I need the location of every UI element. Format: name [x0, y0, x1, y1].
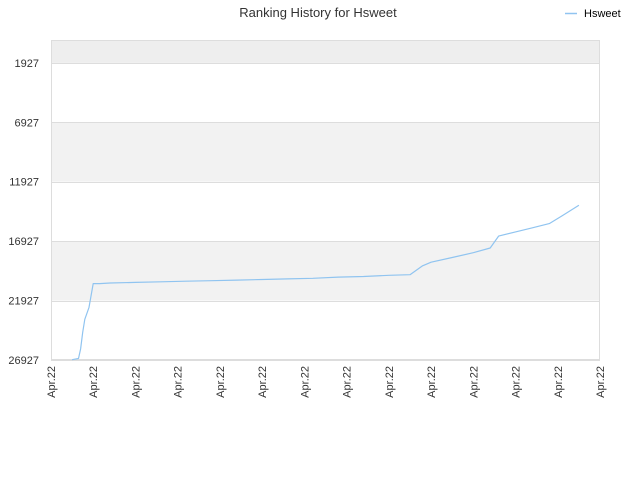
plot-area-frame: [51, 40, 600, 360]
x-tick-label: Apr.22: [595, 366, 607, 398]
series-layer: [71, 204, 580, 361]
background-band: [51, 62, 600, 123]
y-tick-label: 1927: [15, 58, 39, 70]
background-band: [51, 40, 600, 63]
x-tick-label: Apr.22: [46, 366, 58, 398]
x-tick-label: Apr.22: [468, 366, 480, 398]
background-band: [51, 300, 600, 360]
x-tick-label: Apr.22: [88, 366, 100, 398]
y-gridlines: [51, 63, 600, 361]
x-tick-label: Apr.22: [130, 366, 142, 398]
background-band: [51, 122, 600, 182]
background-band: [51, 241, 600, 301]
x-tick-label: Apr.22: [215, 366, 227, 398]
x-tick-label: Apr.22: [384, 366, 396, 398]
x-tick-label: Apr.22: [257, 366, 269, 398]
legend[interactable]: Hsweet: [565, 8, 621, 20]
x-axis-tick-labels: Apr.22 Apr.22 Apr.22 Apr.22 Apr.22 Apr.22 Apr.…: [46, 366, 607, 398]
series-line-hsweet: [71, 204, 580, 361]
y-tick-label: 11927: [9, 177, 39, 189]
y-tick-label: 26927: [8, 355, 39, 367]
y-tick-label: 16927: [8, 236, 39, 248]
x-tick-label: Apr.22: [342, 366, 354, 398]
background-band: [51, 181, 600, 242]
y-axis-tick-labels: 1927 6927 11927 16927 21927 26927: [8, 58, 39, 367]
x-tick-label: Apr.22: [299, 366, 311, 398]
plot-background-bands: [51, 40, 600, 360]
y-tick-label: 21927: [8, 296, 39, 308]
chart-title: Ranking History for Hsweet: [239, 5, 397, 20]
y-tick-label: 6927: [15, 117, 39, 129]
x-tick-label: Apr.22: [511, 366, 523, 398]
legend-label-hsweet: Hsweet: [584, 8, 621, 20]
x-tick-label: Apr.22: [173, 366, 185, 398]
x-tick-label: Apr.22: [426, 366, 438, 398]
x-tick-label: Apr.22: [553, 366, 565, 398]
